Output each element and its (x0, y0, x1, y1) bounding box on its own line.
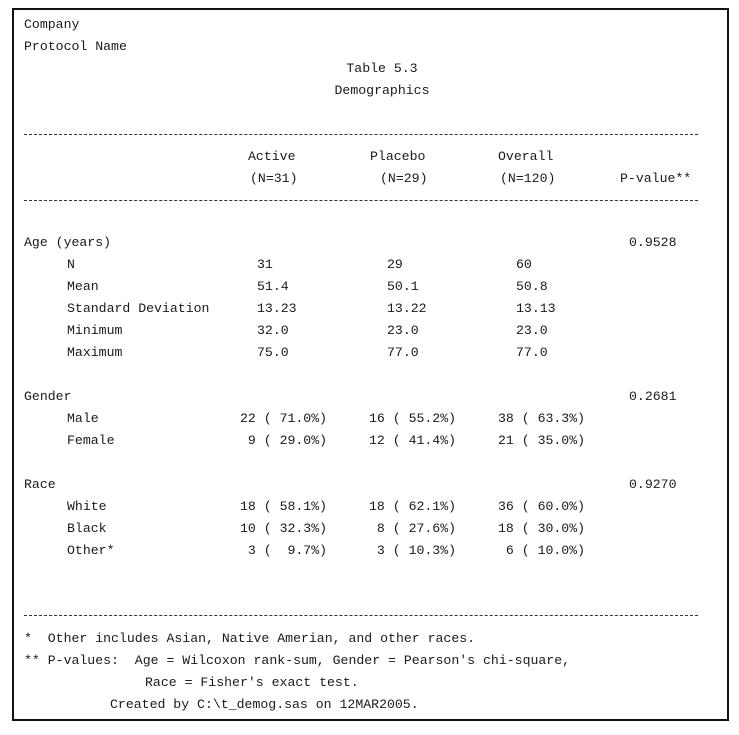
cell-placebo: 12 ( 41.4%) (369, 433, 457, 448)
report-frame (12, 8, 729, 721)
cell-placebo: 16 ( 55.2%) (369, 411, 457, 426)
pvalue-age: 0.9528 (629, 235, 677, 250)
pvalue-race: 0.9270 (629, 477, 677, 492)
cell-overall: 50.8 (516, 279, 548, 294)
section-label-age: Age (years) (24, 235, 112, 250)
cell-placebo: 29 (387, 257, 403, 272)
protocol-name: Protocol Name (24, 39, 127, 54)
cell-placebo: 8 ( 27.6%) (369, 521, 457, 536)
cell-active: 51.4 (257, 279, 289, 294)
table-number: Table 5.3 (346, 61, 418, 76)
cell-placebo: 13.22 (387, 301, 427, 316)
cell-active: 32.0 (257, 323, 289, 338)
cell-overall: 23.0 (516, 323, 548, 338)
row-label: Maximum (67, 345, 123, 360)
divider-top (24, 134, 698, 135)
footnote-other: * Other includes Asian, Native Amerian, … (24, 631, 476, 646)
cell-overall: 21 ( 35.0%) (498, 433, 586, 448)
cell-active: 18 ( 58.1%) (240, 499, 328, 514)
section-label-race: Race (24, 477, 56, 492)
col-header-placebo: Placebo (370, 149, 426, 164)
cell-overall: 13.13 (516, 301, 556, 316)
cell-overall: 18 ( 30.0%) (498, 521, 586, 536)
cell-active: 75.0 (257, 345, 289, 360)
row-label: Male (67, 411, 99, 426)
col-header-placebo-n: (N=29) (380, 171, 428, 186)
row-label: Black (67, 521, 107, 536)
row-label: Female (67, 433, 115, 448)
col-header-active: Active (248, 149, 296, 164)
footnote-pvalues-cont: Race = Fisher's exact test. (145, 675, 359, 690)
cell-placebo: 77.0 (387, 345, 419, 360)
cell-active: 22 ( 71.0%) (240, 411, 328, 426)
section-label-gender: Gender (24, 389, 72, 404)
pvalue-gender: 0.2681 (629, 389, 677, 404)
row-label: Mean (67, 279, 99, 294)
created-by-line: Created by C:\t_demog.sas on 12MAR2005. (110, 697, 419, 712)
cell-overall: 60 (516, 257, 532, 272)
cell-placebo: 18 ( 62.1%) (369, 499, 457, 514)
row-label: N (67, 257, 75, 272)
footnote-pvalues: ** P-values: Age = Wilcoxon rank-sum, Ge… (24, 653, 571, 668)
cell-placebo: 3 ( 10.3%) (369, 543, 457, 558)
cell-overall: 38 ( 63.3%) (498, 411, 586, 426)
col-header-pvalue: P-value** (620, 171, 692, 186)
cell-active: 31 (257, 257, 273, 272)
divider-header (24, 200, 698, 201)
row-label: Other* (67, 543, 115, 558)
col-header-overall-n: (N=120) (500, 171, 556, 186)
cell-active: 9 ( 29.0%) (240, 433, 328, 448)
col-header-active-n: (N=31) (250, 171, 298, 186)
cell-overall: 36 ( 60.0%) (498, 499, 586, 514)
row-label: Standard Deviation (67, 301, 210, 316)
company-name: Company (24, 17, 80, 32)
cell-overall: 77.0 (516, 345, 548, 360)
row-label: White (67, 499, 107, 514)
table-title: Demographics (334, 83, 430, 98)
cell-active: 3 ( 9.7%) (240, 543, 328, 558)
divider-bottom (24, 615, 698, 616)
cell-overall: 6 ( 10.0%) (498, 543, 586, 558)
col-header-overall: Overall (498, 149, 554, 164)
row-label: Minimum (67, 323, 123, 338)
cell-placebo: 50.1 (387, 279, 419, 294)
cell-active: 10 ( 32.3%) (240, 521, 328, 536)
cell-placebo: 23.0 (387, 323, 419, 338)
cell-active: 13.23 (257, 301, 297, 316)
